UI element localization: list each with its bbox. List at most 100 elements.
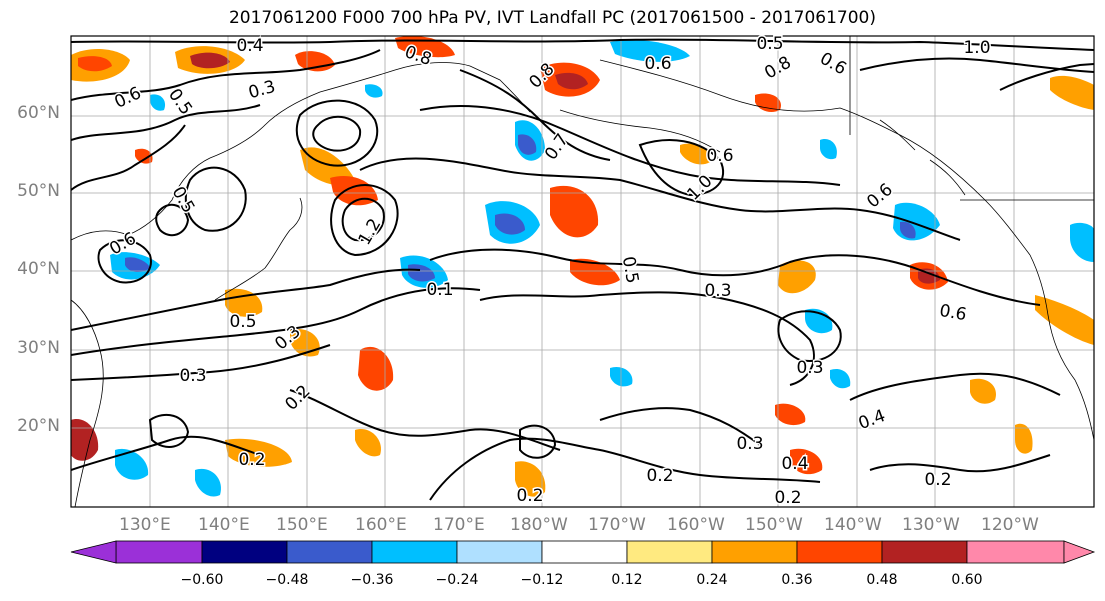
contour-line <box>419 105 841 186</box>
fill-patch <box>135 148 153 164</box>
contour-label: 0.3 <box>736 434 763 454</box>
contour-label: 0.2 <box>516 486 543 506</box>
lon-label: 120°W <box>981 515 1039 535</box>
colorbar-seg <box>711 540 798 564</box>
contour-line <box>479 291 815 386</box>
fill-patch <box>358 346 394 391</box>
colorbar-seg <box>371 540 458 564</box>
contour-label: 0.1 <box>426 280 453 300</box>
contour-line <box>71 344 331 381</box>
fill-patch <box>610 39 690 62</box>
contour-line <box>859 57 1094 73</box>
contour-label: 0.8 <box>761 53 794 84</box>
contour-label: 1.0 <box>963 38 990 58</box>
colorbar-tick-label: −0.48 <box>265 572 309 588</box>
colorbar-tick-label: −0.36 <box>350 572 394 588</box>
contour-label: 0.2 <box>281 381 314 414</box>
fill-patch <box>893 202 940 241</box>
fill-patch <box>225 288 263 317</box>
lon-label: 140°W <box>824 515 882 535</box>
fill-patch <box>1015 423 1033 454</box>
coastline-asia <box>71 62 531 507</box>
colorbar <box>70 540 1096 564</box>
colorbar-tick-label: 0.36 <box>781 572 813 588</box>
fill-patch <box>570 258 620 286</box>
fill-patch <box>115 448 149 480</box>
colorbar-tick-label: 0.48 <box>866 572 898 588</box>
fill-patch <box>190 52 230 69</box>
contour-line <box>155 203 190 237</box>
lat-label: 40°N <box>17 259 60 279</box>
contour-label: 0.6 <box>644 54 671 74</box>
fill-patch <box>830 368 851 389</box>
contour-label: 0.2 <box>774 488 801 508</box>
fill-patch <box>1050 75 1094 110</box>
contour-line <box>330 184 399 257</box>
map-frame <box>70 35 1095 508</box>
fill-patch <box>495 213 525 235</box>
lon-label: 160°W <box>667 515 725 535</box>
fill-patch <box>518 134 537 155</box>
fill-patch <box>970 378 996 404</box>
contour-label: 0.6 <box>816 49 849 80</box>
contour-line <box>599 407 761 446</box>
fill-patch <box>125 257 150 272</box>
map-title: 2017061200 F000 700 hPa PV, IVT Landfall… <box>228 8 876 28</box>
contour-label: 0.6 <box>112 83 145 113</box>
fill-patch <box>515 461 546 497</box>
fill-patch <box>365 84 383 98</box>
contour-label: 1.2 <box>355 215 386 248</box>
fill-patch <box>790 448 823 475</box>
contour-line <box>71 124 186 191</box>
contour-label: 0.4 <box>236 36 263 56</box>
fill-patch <box>225 438 292 467</box>
colorbar-seg <box>201 540 288 564</box>
contour-line <box>519 424 557 459</box>
colorbar-tick-label: 0.12 <box>611 572 643 588</box>
fill-patch <box>775 403 806 426</box>
contour-line <box>97 239 152 284</box>
colorbar-seg <box>881 540 968 564</box>
country-border <box>849 36 1094 201</box>
fill-patch <box>755 93 781 113</box>
fill-patch <box>78 56 112 72</box>
fill-patch <box>680 143 711 165</box>
coastline-alaska <box>599 59 1031 256</box>
fill-patch <box>71 419 99 461</box>
colorbar-arrow-left <box>70 540 117 564</box>
fill-patch <box>778 260 816 294</box>
contour-label: 0.6 <box>706 146 733 166</box>
lon-label: 150°E <box>276 515 328 535</box>
coastline-aleutians <box>559 109 721 153</box>
contour-line <box>459 69 611 161</box>
fill-patch <box>1070 222 1094 262</box>
contour-label: 0.3 <box>704 281 731 301</box>
contour-label: 0.4 <box>856 406 888 434</box>
contour-label: 0.5 <box>229 312 256 332</box>
graticule <box>71 36 1094 507</box>
contour-line <box>71 49 381 101</box>
contour-line <box>71 268 421 331</box>
contour-label: 0.3 <box>179 366 206 386</box>
lon-label: 180°W <box>510 515 568 535</box>
contour-label: 0.2 <box>924 470 951 490</box>
lon-label: 170°W <box>588 515 646 535</box>
colorbar-seg <box>796 540 883 564</box>
colorbar-seg <box>541 540 628 564</box>
lat-label: 20°N <box>17 416 60 436</box>
colorbar-tick-label: −0.24 <box>435 572 479 588</box>
colorbar-seg <box>966 540 1065 564</box>
contour-label: 0.2 <box>646 466 673 486</box>
contour-label: 0.6 <box>938 301 968 325</box>
contour-label: 0.2 <box>238 450 265 470</box>
contour-line <box>289 389 561 451</box>
fill-patch <box>300 147 355 186</box>
contour-line <box>999 63 1094 91</box>
colorbar-tick-label: −0.60 <box>180 572 224 588</box>
coastline-bc-islands <box>879 119 966 196</box>
contour-label: 0.5 <box>756 34 783 54</box>
pv-contours <box>71 38 1094 501</box>
contour-label: 0.4 <box>781 454 808 474</box>
contour-line <box>148 413 190 448</box>
